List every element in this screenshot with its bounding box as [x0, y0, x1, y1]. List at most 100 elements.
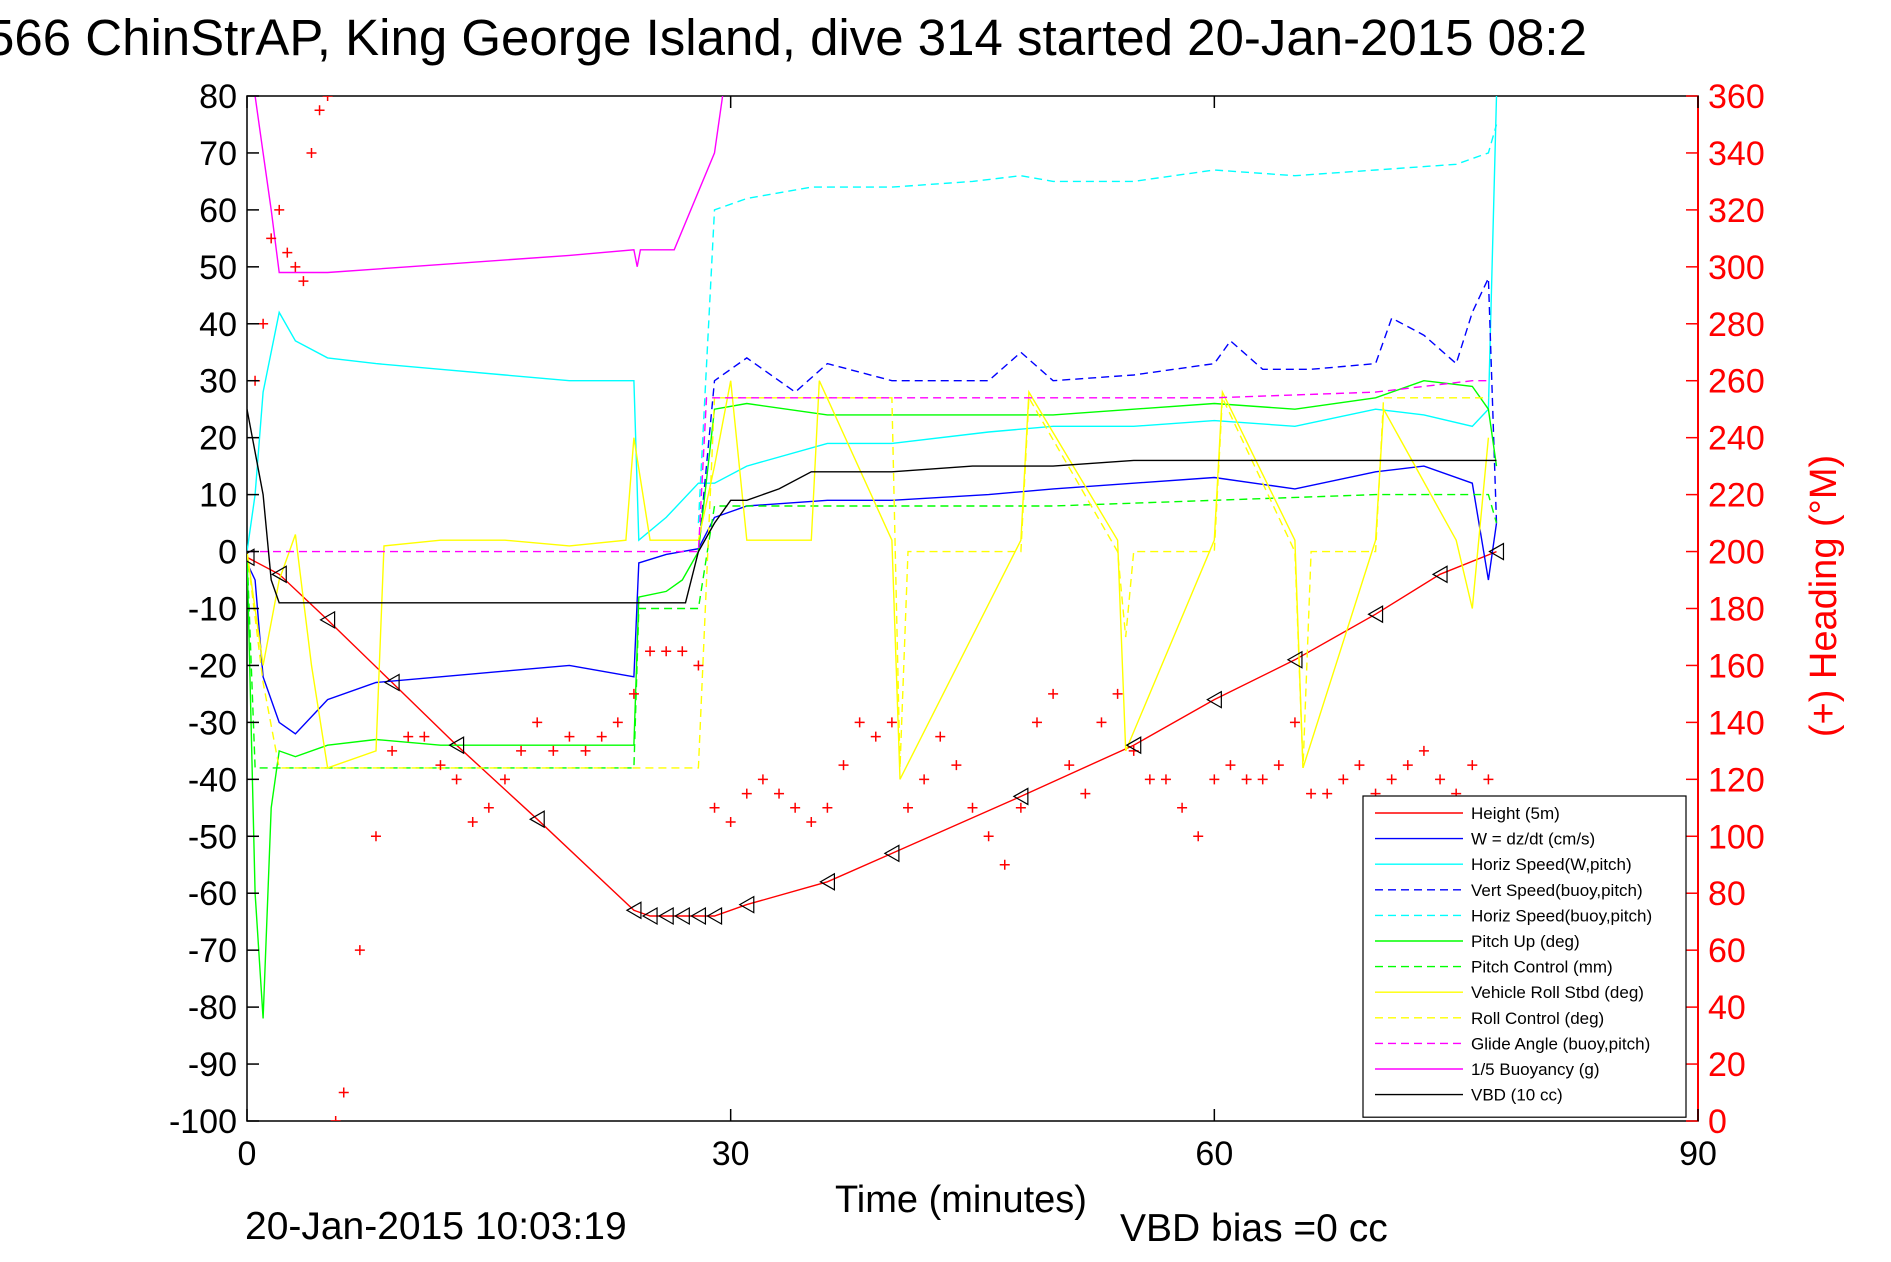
height-marker [1431, 565, 1448, 584]
heading-point [322, 96, 333, 101]
legend-label: VBD (10 cc) [1471, 1086, 1563, 1105]
heading-point [451, 774, 462, 785]
heading-point [282, 247, 293, 258]
footer-vbd-bias: VBD bias =0 cc [1120, 1207, 1388, 1250]
heading-point [677, 646, 688, 657]
heading-point [1193, 831, 1204, 842]
series-line [247, 465, 1498, 735]
heading-point [1015, 802, 1026, 813]
heading-point [306, 147, 317, 158]
height-marker [1125, 736, 1142, 755]
heading-point [499, 774, 510, 785]
series-line [247, 380, 1490, 780]
heading-point [1402, 760, 1413, 771]
height-marker [674, 906, 690, 926]
heading-point [886, 717, 897, 728]
legend-label: Height (5m) [1471, 804, 1560, 823]
heading-point [709, 802, 720, 813]
legend-box [1362, 795, 1687, 1118]
heading-point [290, 261, 301, 272]
series-line [247, 380, 1489, 553]
heading-point [612, 717, 623, 728]
height-marker [271, 565, 287, 584]
legend-label: 1/5 Buoyancy (g) [1471, 1060, 1600, 1079]
heading-point [1160, 774, 1171, 785]
ytick-left-label: -80 [188, 989, 237, 1027]
ytick-left-label: -20 [188, 647, 237, 685]
ytick-right-label: 240 [1708, 420, 1765, 458]
legend-label: Vehicle Roll Stbd (deg) [1471, 983, 1644, 1002]
ytick-right-label: 60 [1708, 932, 1746, 970]
right-axis-label: (+) Heading (°M) [1803, 455, 1845, 737]
heading-point [483, 802, 494, 813]
heading-point [1112, 688, 1123, 699]
ytick-right-label: 180 [1708, 591, 1765, 629]
heading-point [983, 831, 994, 842]
footer-date: 20-Jan-2015 10:03:19 [245, 1205, 627, 1248]
heading-point [1177, 802, 1188, 813]
heading-point [951, 760, 962, 771]
ytick-left-label: -50 [188, 818, 237, 856]
heading-point [387, 745, 398, 756]
heading-point [822, 802, 833, 813]
ytick-left-label: -10 [188, 591, 237, 629]
height-marker [383, 673, 400, 692]
series-line [247, 395, 1489, 769]
heading-point [838, 760, 849, 771]
ytick-right-label: 160 [1708, 647, 1765, 685]
heading-point [1144, 774, 1155, 785]
legend-label: W = dz/dt (cm/s) [1471, 830, 1595, 849]
heading-point [935, 731, 946, 742]
legend-label: Horiz Speed(buoy,pitch) [1471, 906, 1652, 925]
heading-point [903, 802, 914, 813]
heading-point [725, 817, 736, 828]
chart-title: 566 ChinStrAP, King George Island, dive … [0, 9, 1587, 66]
xtick-label: 30 [712, 1135, 750, 1173]
heading-point [1289, 717, 1300, 728]
ytick-right-label: 140 [1708, 704, 1765, 742]
series-line [254, 96, 724, 274]
heading-point [870, 731, 881, 742]
ytick-right-label: 100 [1708, 818, 1765, 856]
heading-point [1354, 760, 1365, 771]
ytick-left-label: 30 [199, 363, 237, 401]
heading-point [330, 1116, 341, 1121]
ytick-left-label: -40 [188, 761, 237, 799]
heading-point [999, 859, 1010, 870]
ytick-left-label: 70 [199, 135, 237, 173]
ytick-right-label: 260 [1708, 363, 1765, 401]
legend-label: Glide Angle (buoy,pitch) [1471, 1034, 1650, 1053]
ytick-right-label: 360 [1708, 78, 1765, 116]
ytick-left-label: -30 [188, 704, 237, 742]
height-marker [819, 872, 835, 891]
heading-point [274, 204, 285, 215]
series-heading [250, 96, 1494, 1121]
heading-point [693, 660, 704, 671]
heading-point [790, 802, 801, 813]
ytick-left-label: -90 [188, 1046, 237, 1084]
heading-point [645, 646, 656, 657]
height-marker [690, 906, 707, 926]
ytick-right-label: 320 [1708, 192, 1765, 230]
series-line [697, 124, 1498, 524]
heading-point [661, 646, 672, 657]
heading-point [757, 774, 768, 785]
height-marker [1488, 542, 1505, 561]
heading-point [1418, 745, 1429, 756]
heading-point [435, 760, 446, 771]
legend-label: Roll Control (deg) [1471, 1009, 1604, 1028]
x-axis-label: Time (minutes) [835, 1179, 1087, 1221]
height-marker [1367, 605, 1384, 624]
height-marker [448, 736, 465, 755]
height-marker [657, 906, 674, 926]
heading-point [1031, 717, 1042, 728]
heading-point [370, 831, 381, 842]
ytick-right-label: 300 [1708, 249, 1765, 287]
height-marker [706, 906, 723, 926]
heading-point [1435, 774, 1446, 785]
heading-point [354, 945, 365, 956]
xtick-label: 60 [1195, 1135, 1233, 1173]
heading-point [1338, 774, 1349, 785]
heading-point [516, 745, 527, 756]
